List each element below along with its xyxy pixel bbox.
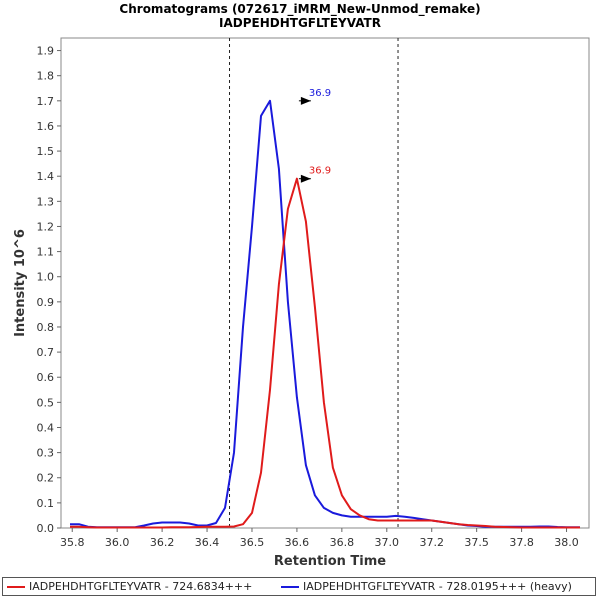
- plot-area: [60, 37, 590, 529]
- legend-item-heavy: IADPEHDHTGFLTEYVATR - 728.0195+++ (heavy…: [281, 580, 572, 593]
- y-tick-label: 1.3: [37, 195, 55, 208]
- y-tick-label: 0.4: [37, 421, 55, 434]
- y-tick-label: 1.9: [37, 45, 55, 58]
- y-tick-label: 1.7: [37, 95, 55, 108]
- x-tick-label: 36.8: [330, 536, 355, 549]
- y-tick-label: 1.1: [37, 246, 55, 259]
- peak-label-heavy: 36.9: [309, 88, 331, 99]
- legend-swatch-light: [7, 585, 25, 588]
- y-tick-label: 0.9: [37, 296, 55, 309]
- legend-swatch-heavy: [281, 585, 299, 588]
- plot-svg: 0.0 0.1 0.2 0.3 0.4 0.5 0.6 0.7 0.8 0.9 1.0 1.1 1.2 1…: [13, 37, 590, 569]
- y-tick-label: 1.0: [37, 271, 55, 284]
- peak-label-light: 36.9: [309, 166, 331, 177]
- y-tick-label: 0.7: [37, 346, 55, 359]
- legend-item-light: IADPEHDHTGFLTEYVATR - 724.6834+++: [7, 580, 252, 593]
- legend: IADPEHDHTGFLTEYVATR - 724.6834+++ IADPEH…: [2, 577, 596, 596]
- x-tick-label: 38.0: [554, 536, 579, 549]
- x-tick-label: 37.0: [375, 536, 400, 549]
- y-tick-label: 0.3: [37, 447, 55, 460]
- y-tick-label: 1.5: [37, 145, 55, 158]
- x-tick-label: 36.4: [195, 536, 220, 549]
- y-axis-title: Intensity 10^6: [13, 229, 28, 337]
- y-tick-label: 0.6: [37, 371, 55, 384]
- x-axis-title: Retention Time: [274, 554, 386, 569]
- x-tick-label: 35.8: [60, 536, 85, 549]
- y-tick-label: 0.0: [37, 522, 55, 535]
- y-tick-label: 1.6: [37, 120, 55, 133]
- y-tick-label: 1.8: [37, 70, 55, 83]
- legend-label-heavy: IADPEHDHTGFLTEYVATR - 728.0195+++ (heavy…: [303, 580, 572, 593]
- x-tick-label: 36.0: [105, 536, 130, 549]
- y-tick-label: 1.4: [37, 170, 55, 183]
- x-tick-label: 37.2: [419, 536, 444, 549]
- x-tick-label: 36.5: [240, 536, 265, 549]
- y-tick-label: 1.2: [37, 220, 55, 233]
- y-tick-label: 0.5: [37, 396, 55, 409]
- x-tick-label: 37.5: [464, 536, 489, 549]
- x-tick-label: 36.6: [285, 536, 310, 549]
- legend-label-light: IADPEHDHTGFLTEYVATR - 724.6834+++: [29, 580, 253, 593]
- y-tick-label: 0.8: [37, 321, 55, 334]
- y-tick-label: 0.2: [37, 472, 55, 485]
- x-tick-label: 36.2: [150, 536, 175, 549]
- y-tick-label: 0.1: [37, 497, 55, 510]
- x-tick-label: 37.8: [509, 536, 534, 549]
- chart-title: Chromatograms (072617_iMRM_New-Unmod_rem…: [119, 2, 481, 16]
- series-line-light: [70, 177, 580, 529]
- chart-subtitle: IADPEHDHTGFLTEYVATR: [219, 16, 381, 30]
